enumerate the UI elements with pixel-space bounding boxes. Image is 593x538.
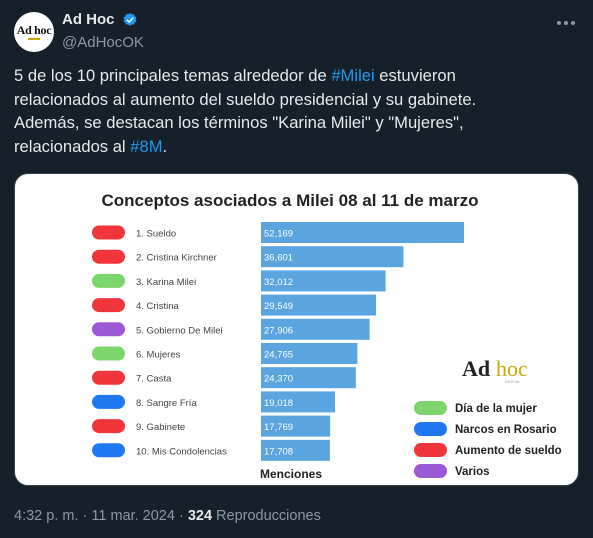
category-label: 8. Sangre Fría [136,398,197,409]
media-card[interactable]: Conceptos asociados a Milei 08 al 11 de … [14,173,579,486]
ad-hoc-logo: Ad [462,356,490,381]
category-label: 5. Gobierno De Milei [136,325,223,336]
legend-label: Narcos en Rosario [455,424,557,436]
bar-value-label: 27,906 [264,325,293,336]
category-color-pill [92,298,125,313]
legend-swatch [414,401,447,415]
chart-title: Conceptos asociados a Milei 08 al 11 de … [102,191,479,210]
category-label: 10. Mis Condolencias [136,446,227,457]
bar-value-label: 17,769 [264,422,293,433]
bar [261,391,336,413]
bar-chart: Conceptos asociados a Milei 08 al 11 de … [92,191,562,481]
bar-value-label: 36,601 [264,253,293,264]
bar-value-label: 29,549 [264,301,293,312]
bar-value-label: 52,169 [264,229,293,240]
legend-label: Varios [455,466,490,478]
avatar-logo-text: Ad hoc [16,23,52,37]
legend-swatch [414,422,447,436]
bar-value-label: 17,708 [264,446,293,457]
bar [261,222,464,243]
category-label: 3. Karina Milei [136,277,196,288]
tweet-line-2: relacionados al aumento del sueldo presi… [14,89,477,109]
bar [261,439,330,461]
bar [261,294,376,316]
category-label: 9. Gabinete [136,422,185,433]
bar [261,367,356,389]
timestamp[interactable]: 4:32 p. m. · 11 mar. 2024 · [14,508,188,524]
category-label: 6. Mujeres [136,350,181,361]
category-label: 4. Cristina [136,301,179,312]
category-color-pill [92,346,125,361]
bar [261,415,331,437]
bar-value-label: 24,765 [264,350,293,361]
bar [261,318,370,340]
x-axis-label: Menciones [260,467,322,481]
tweet-text: 5 de los 10 principales temas alrededor … [14,64,584,158]
hashtag-milei[interactable]: #Milei [331,66,375,85]
avatar-logo-underline [28,38,40,40]
tweet-footer: 4:32 p. m. · 11 mar. 2024 · 324 Reproduc… [14,508,321,524]
category-label: 1. Sueldo [136,229,176,240]
handle[interactable]: @AdHocOK [62,34,144,51]
tweet-line-4: relacionados al #8M. [14,136,168,156]
bar-value-label: 24,370 [264,374,293,385]
views-label: Reproducciones [212,508,321,524]
category-label: 7. Casta [136,374,172,385]
legend-swatch [414,464,447,478]
category-color-pill [92,322,125,337]
category-label: 2. Cristina Kirchner [136,253,217,264]
tweet-line-1: 5 de los 10 principales temas alrededor … [14,66,456,85]
legend-label: Día de la mujer [455,403,537,415]
view-count: 324 [187,508,213,524]
bar [261,343,358,364]
tweet-line-3: Además, se destacan los términos "Karina… [14,113,464,132]
legend-swatch [414,443,447,457]
tweet-header: Ad hoc Ad Hoc @AdHocOK [14,10,579,52]
category-color-pill [92,249,125,264]
more-options-icon[interactable] [557,14,575,32]
ad-hoc-logo-accent: hoc [496,356,528,381]
legend-label: Aumento de sueldo [455,445,562,457]
hashtag-8m[interactable]: #8M [130,136,163,156]
category-color-pill [92,225,125,240]
bar [261,270,386,292]
category-color-pill [92,394,125,409]
category-color-pill [92,273,125,288]
avatar[interactable]: Ad hoc [14,12,54,52]
bar-value-label: 32,012 [264,277,293,288]
author-names: Ad Hoc @AdHocOK [62,11,144,51]
display-name[interactable]: Ad Hoc [62,11,115,29]
verified-badge-icon [123,12,137,26]
bar [261,246,404,268]
category-color-pill [92,419,125,434]
category-color-pill [92,370,125,385]
category-color-pill [92,443,125,458]
bar-value-label: 19,018 [264,398,293,409]
ad-hoc-logo-sub: DIGITAL [505,379,521,384]
